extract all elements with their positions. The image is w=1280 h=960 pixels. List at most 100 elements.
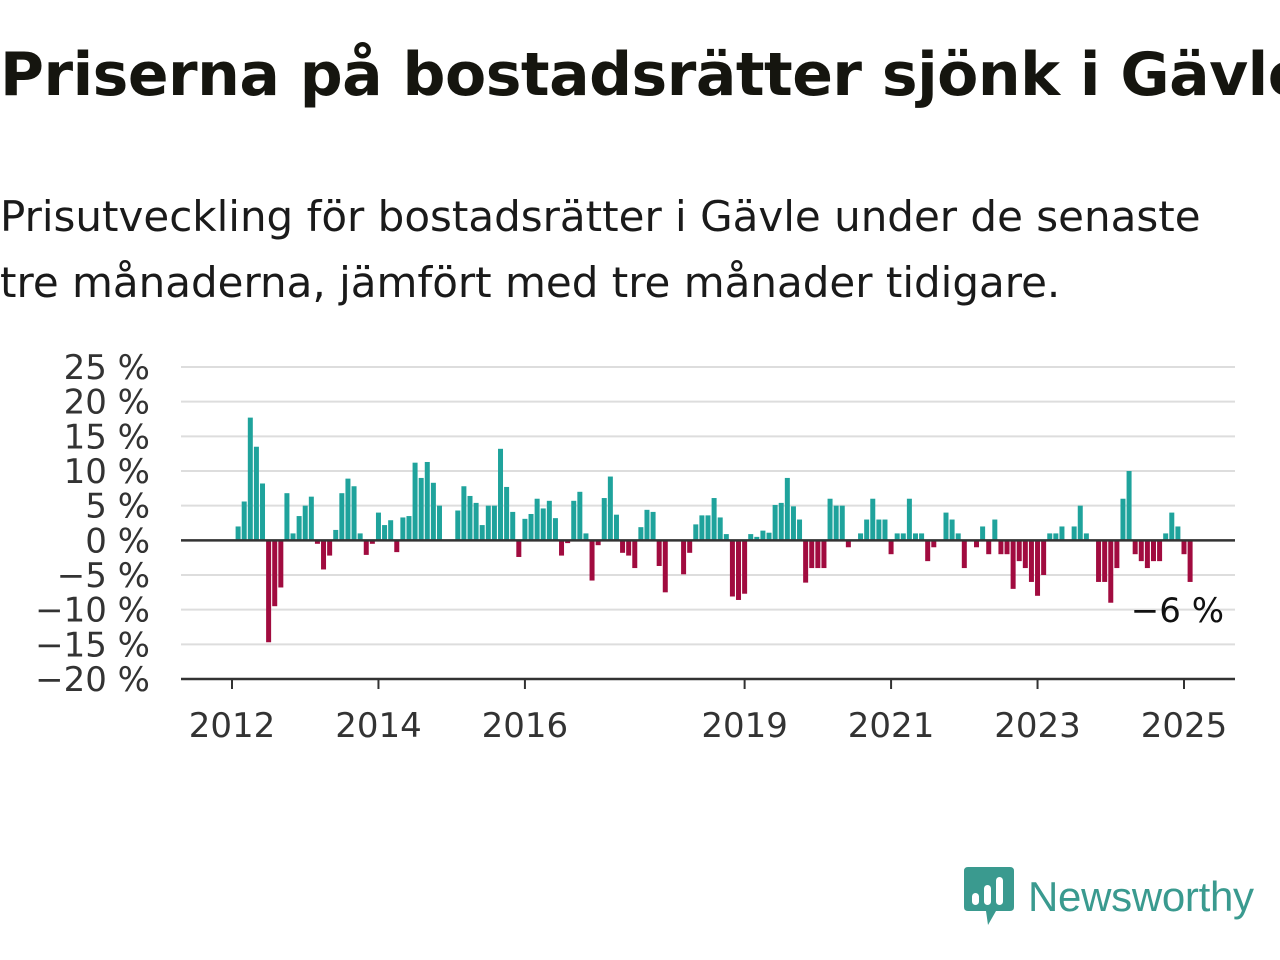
bar (266, 540, 272, 643)
bar (980, 526, 986, 541)
bar (424, 461, 430, 541)
bar (870, 498, 876, 541)
bar (815, 540, 821, 569)
bar (1004, 540, 1010, 555)
bar (589, 540, 595, 581)
bar (778, 502, 784, 541)
bar (382, 525, 388, 541)
bar (418, 477, 424, 541)
newsworthy-logo: Newsworthy (964, 865, 1254, 929)
bar (699, 515, 705, 541)
y-tick-label: 5 % (85, 487, 150, 527)
bar (565, 540, 571, 544)
bar (351, 486, 357, 541)
bar (754, 536, 760, 541)
bar (1169, 512, 1175, 541)
bar (1047, 533, 1053, 541)
bar (766, 532, 772, 541)
bar (717, 517, 723, 541)
bar (369, 540, 375, 544)
grid-lines (181, 366, 1235, 646)
bar (638, 527, 644, 541)
bar (467, 495, 473, 541)
bar (394, 540, 400, 553)
bar (345, 478, 351, 541)
bar (498, 448, 504, 541)
bar (809, 540, 815, 569)
bar (406, 516, 412, 541)
end-value-label: −6 % (1131, 591, 1224, 631)
x-tick-label: 2012 (189, 706, 276, 746)
bar (797, 519, 803, 541)
bar (1138, 540, 1144, 562)
bar (632, 540, 638, 569)
bar (1083, 533, 1089, 541)
bar (992, 519, 998, 541)
bar (516, 540, 522, 557)
brand-name: Newsworthy (1028, 873, 1254, 920)
bar (1163, 533, 1169, 541)
bar (485, 505, 491, 541)
y-tick-label: 15 % (64, 417, 150, 457)
bar (644, 509, 650, 541)
newsworthy-logo-icon (964, 867, 1014, 925)
bar (455, 510, 461, 541)
bar (858, 533, 864, 541)
bar (388, 520, 394, 541)
bar (790, 506, 796, 541)
bar (1053, 533, 1059, 541)
bar (308, 496, 314, 541)
x-tick-label: 2021 (848, 706, 935, 746)
bar (784, 477, 790, 541)
bar (461, 486, 467, 541)
bar (693, 524, 699, 541)
bar (436, 505, 442, 541)
y-tick-label: 0 % (85, 521, 150, 561)
bar (821, 540, 827, 569)
bar (882, 519, 888, 541)
bar (430, 482, 436, 541)
bar (540, 508, 546, 541)
bar (1010, 540, 1016, 589)
x-tick-label: 2016 (482, 706, 569, 746)
bar (803, 540, 809, 583)
bar (1144, 540, 1150, 569)
bar (577, 491, 583, 541)
bar (772, 504, 778, 541)
bar (241, 501, 247, 541)
y-tick-label: −5 % (57, 556, 150, 596)
bar (1096, 540, 1102, 582)
bar (925, 540, 931, 562)
bar (705, 515, 711, 541)
bar (998, 540, 1004, 555)
bar (235, 526, 241, 541)
x-tick-label: 2014 (335, 706, 422, 746)
bar (961, 540, 967, 569)
y-tick-label: −20 % (35, 660, 150, 700)
bar (247, 417, 253, 541)
bar (1108, 540, 1114, 603)
bar (827, 498, 833, 541)
bar (296, 516, 302, 541)
y-tick-label: −15 % (35, 625, 150, 665)
bar (1187, 540, 1193, 582)
y-tick-label: 20 % (64, 383, 150, 423)
bar (1114, 540, 1120, 569)
bar (284, 493, 290, 541)
bar (1077, 505, 1083, 541)
bar (528, 513, 534, 541)
bar (272, 540, 278, 607)
bar (748, 534, 754, 541)
x-tick-label: 2025 (1141, 706, 1228, 746)
bar (894, 533, 900, 541)
bar (1102, 540, 1108, 582)
bar (650, 511, 656, 541)
bar (1071, 526, 1077, 541)
bar (510, 511, 516, 541)
bar (613, 514, 619, 541)
bar (601, 498, 607, 541)
bar (845, 540, 851, 548)
bar (626, 540, 632, 556)
bar (1181, 540, 1187, 555)
